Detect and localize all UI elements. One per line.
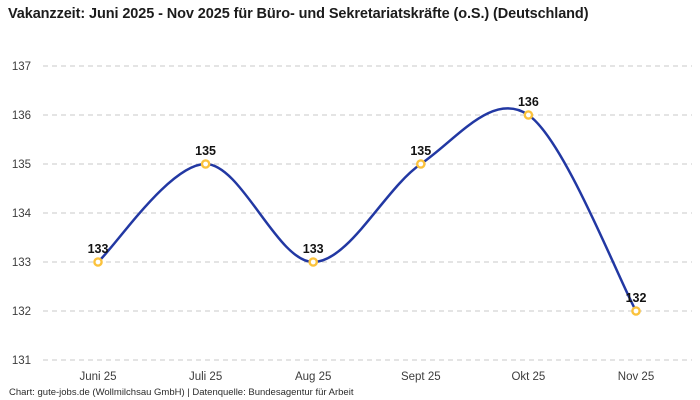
data-point-label: 135 [410,144,431,158]
data-point-marker [308,257,319,267]
y-axis-tick-label: 133 [12,257,31,269]
data-point-label: 135 [195,144,216,158]
chart-source-footer: Chart: gute-jobs.de (Wollmilchsau GmbH) … [9,387,354,398]
data-point-marker [415,159,426,169]
line-series [96,107,638,313]
y-axis-tick-label: 134 [12,208,32,220]
data-point-label: 133 [303,242,324,256]
chart-title: Vakanzzeit: Juni 2025 - Nov 2025 für Bür… [8,6,589,22]
x-axis-tick-label: Sept 25 [401,371,441,383]
x-axis-tick-label: Juni 25 [79,371,116,383]
data-point-label: 133 [88,242,109,256]
data-point-label: 132 [626,291,647,305]
data-point-marker [200,159,211,169]
data-point-marker [523,110,534,120]
data-point-marker [93,257,103,267]
x-axis-tick-label: Aug 25 [295,371,331,383]
y-axis-tick-label: 137 [12,61,31,73]
y-axis-tick-label: 132 [12,306,31,318]
x-axis-tick-label: Juli 25 [189,371,222,383]
data-point-marker [631,306,641,316]
y-axis-tick-label: 136 [12,110,31,122]
x-axis-tick-label: Nov 25 [618,371,654,383]
y-axis-tick-label: 135 [12,159,31,171]
x-axis-tick-label: Okt 25 [511,371,545,383]
y-axis-tick-label: 131 [12,355,31,367]
data-point-label: 136 [518,95,539,109]
